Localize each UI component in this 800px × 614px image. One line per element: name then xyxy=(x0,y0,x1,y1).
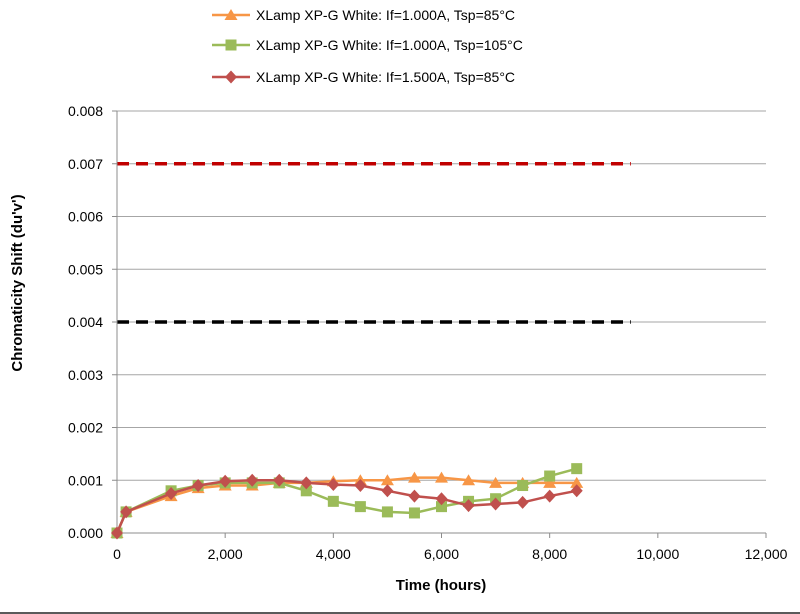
y-tick-label: 0.001 xyxy=(68,472,103,488)
data-point xyxy=(300,485,312,497)
data-point xyxy=(111,526,123,540)
x-tick-label: 0 xyxy=(113,546,121,562)
reference-lines xyxy=(117,162,631,324)
bottom-border xyxy=(0,612,800,614)
series-line xyxy=(115,467,578,534)
data-point xyxy=(273,473,286,487)
y-tick-label: 0.005 xyxy=(68,261,103,277)
data-point xyxy=(516,495,529,509)
data-point xyxy=(246,473,259,487)
series-group xyxy=(110,463,584,540)
data-point xyxy=(435,492,448,506)
data-point xyxy=(544,470,556,482)
data-point xyxy=(571,463,583,475)
y-tick-label: 0.000 xyxy=(68,525,103,541)
series-line xyxy=(115,479,577,534)
data-point xyxy=(192,479,205,493)
data-point xyxy=(543,476,557,488)
data-point xyxy=(381,506,393,518)
y-tick-label: 0.003 xyxy=(68,367,103,383)
x-tick-label: 12,000 xyxy=(745,546,788,562)
series-diamond xyxy=(111,473,583,540)
legend-label: XLamp XP-G White: If=1.500A, Tsp=85°C xyxy=(256,69,515,85)
data-point xyxy=(165,486,178,500)
data-point xyxy=(462,499,475,513)
legend-item: XLamp XP-G White: If=1.000A, Tsp=85°C xyxy=(212,7,515,23)
data-point xyxy=(300,476,313,490)
legend-item: XLamp XP-G White: If=1.500A, Tsp=85°C xyxy=(212,69,515,85)
data-point xyxy=(354,479,367,493)
legend-label: XLamp XP-G White: If=1.000A, Tsp=85°C xyxy=(256,7,515,23)
data-point xyxy=(219,474,232,488)
data-point xyxy=(489,476,503,488)
data-point xyxy=(380,474,394,486)
data-point xyxy=(436,501,447,513)
data-point xyxy=(381,484,394,498)
data-point xyxy=(543,489,556,503)
y-tick-label: 0.008 xyxy=(68,103,103,119)
x-tick-label: 6,000 xyxy=(424,546,459,562)
legend: XLamp XP-G White: If=1.000A, Tsp=85°C XLa… xyxy=(212,7,523,85)
data-point xyxy=(435,471,448,483)
y-tick-label: 0.007 xyxy=(68,156,103,172)
data-point xyxy=(570,484,583,498)
data-point xyxy=(407,471,421,483)
legend-marker xyxy=(224,9,238,20)
legend-label: XLamp XP-G White: If=1.000A, Tsp=105°C xyxy=(256,37,523,53)
data-point xyxy=(462,474,476,486)
y-tick-label: 0.004 xyxy=(68,314,103,330)
x-tick-label: 4,000 xyxy=(316,546,351,562)
y-axis-title: Chromaticity Shift (du'v') xyxy=(9,194,26,371)
data-point xyxy=(120,505,133,519)
legend-marker xyxy=(225,39,237,51)
y-tick-label: 0.002 xyxy=(68,420,103,436)
data-point xyxy=(327,477,340,491)
data-point xyxy=(408,489,421,503)
data-point xyxy=(489,497,502,511)
x-tick-label: 2,000 xyxy=(208,546,243,562)
legend-marker xyxy=(225,70,237,84)
data-point xyxy=(354,501,366,513)
y-tick-label: 0.006 xyxy=(68,209,103,225)
data-point xyxy=(327,495,339,507)
axes: 0.000 0.001 0.002 0.003 0.004 0.005 0.006 0.007… xyxy=(68,103,788,562)
x-axis-title: Time (hours) xyxy=(396,577,487,594)
data-point xyxy=(570,476,584,488)
data-point xyxy=(517,480,529,492)
series-square xyxy=(111,463,583,539)
x-tick-label: 10,000 xyxy=(636,546,679,562)
gridlines xyxy=(117,110,766,481)
data-point xyxy=(408,507,420,519)
legend-item: XLamp XP-G White: If=1.000A, Tsp=105°C xyxy=(212,37,523,53)
x-tick-label: 8,000 xyxy=(532,546,567,562)
